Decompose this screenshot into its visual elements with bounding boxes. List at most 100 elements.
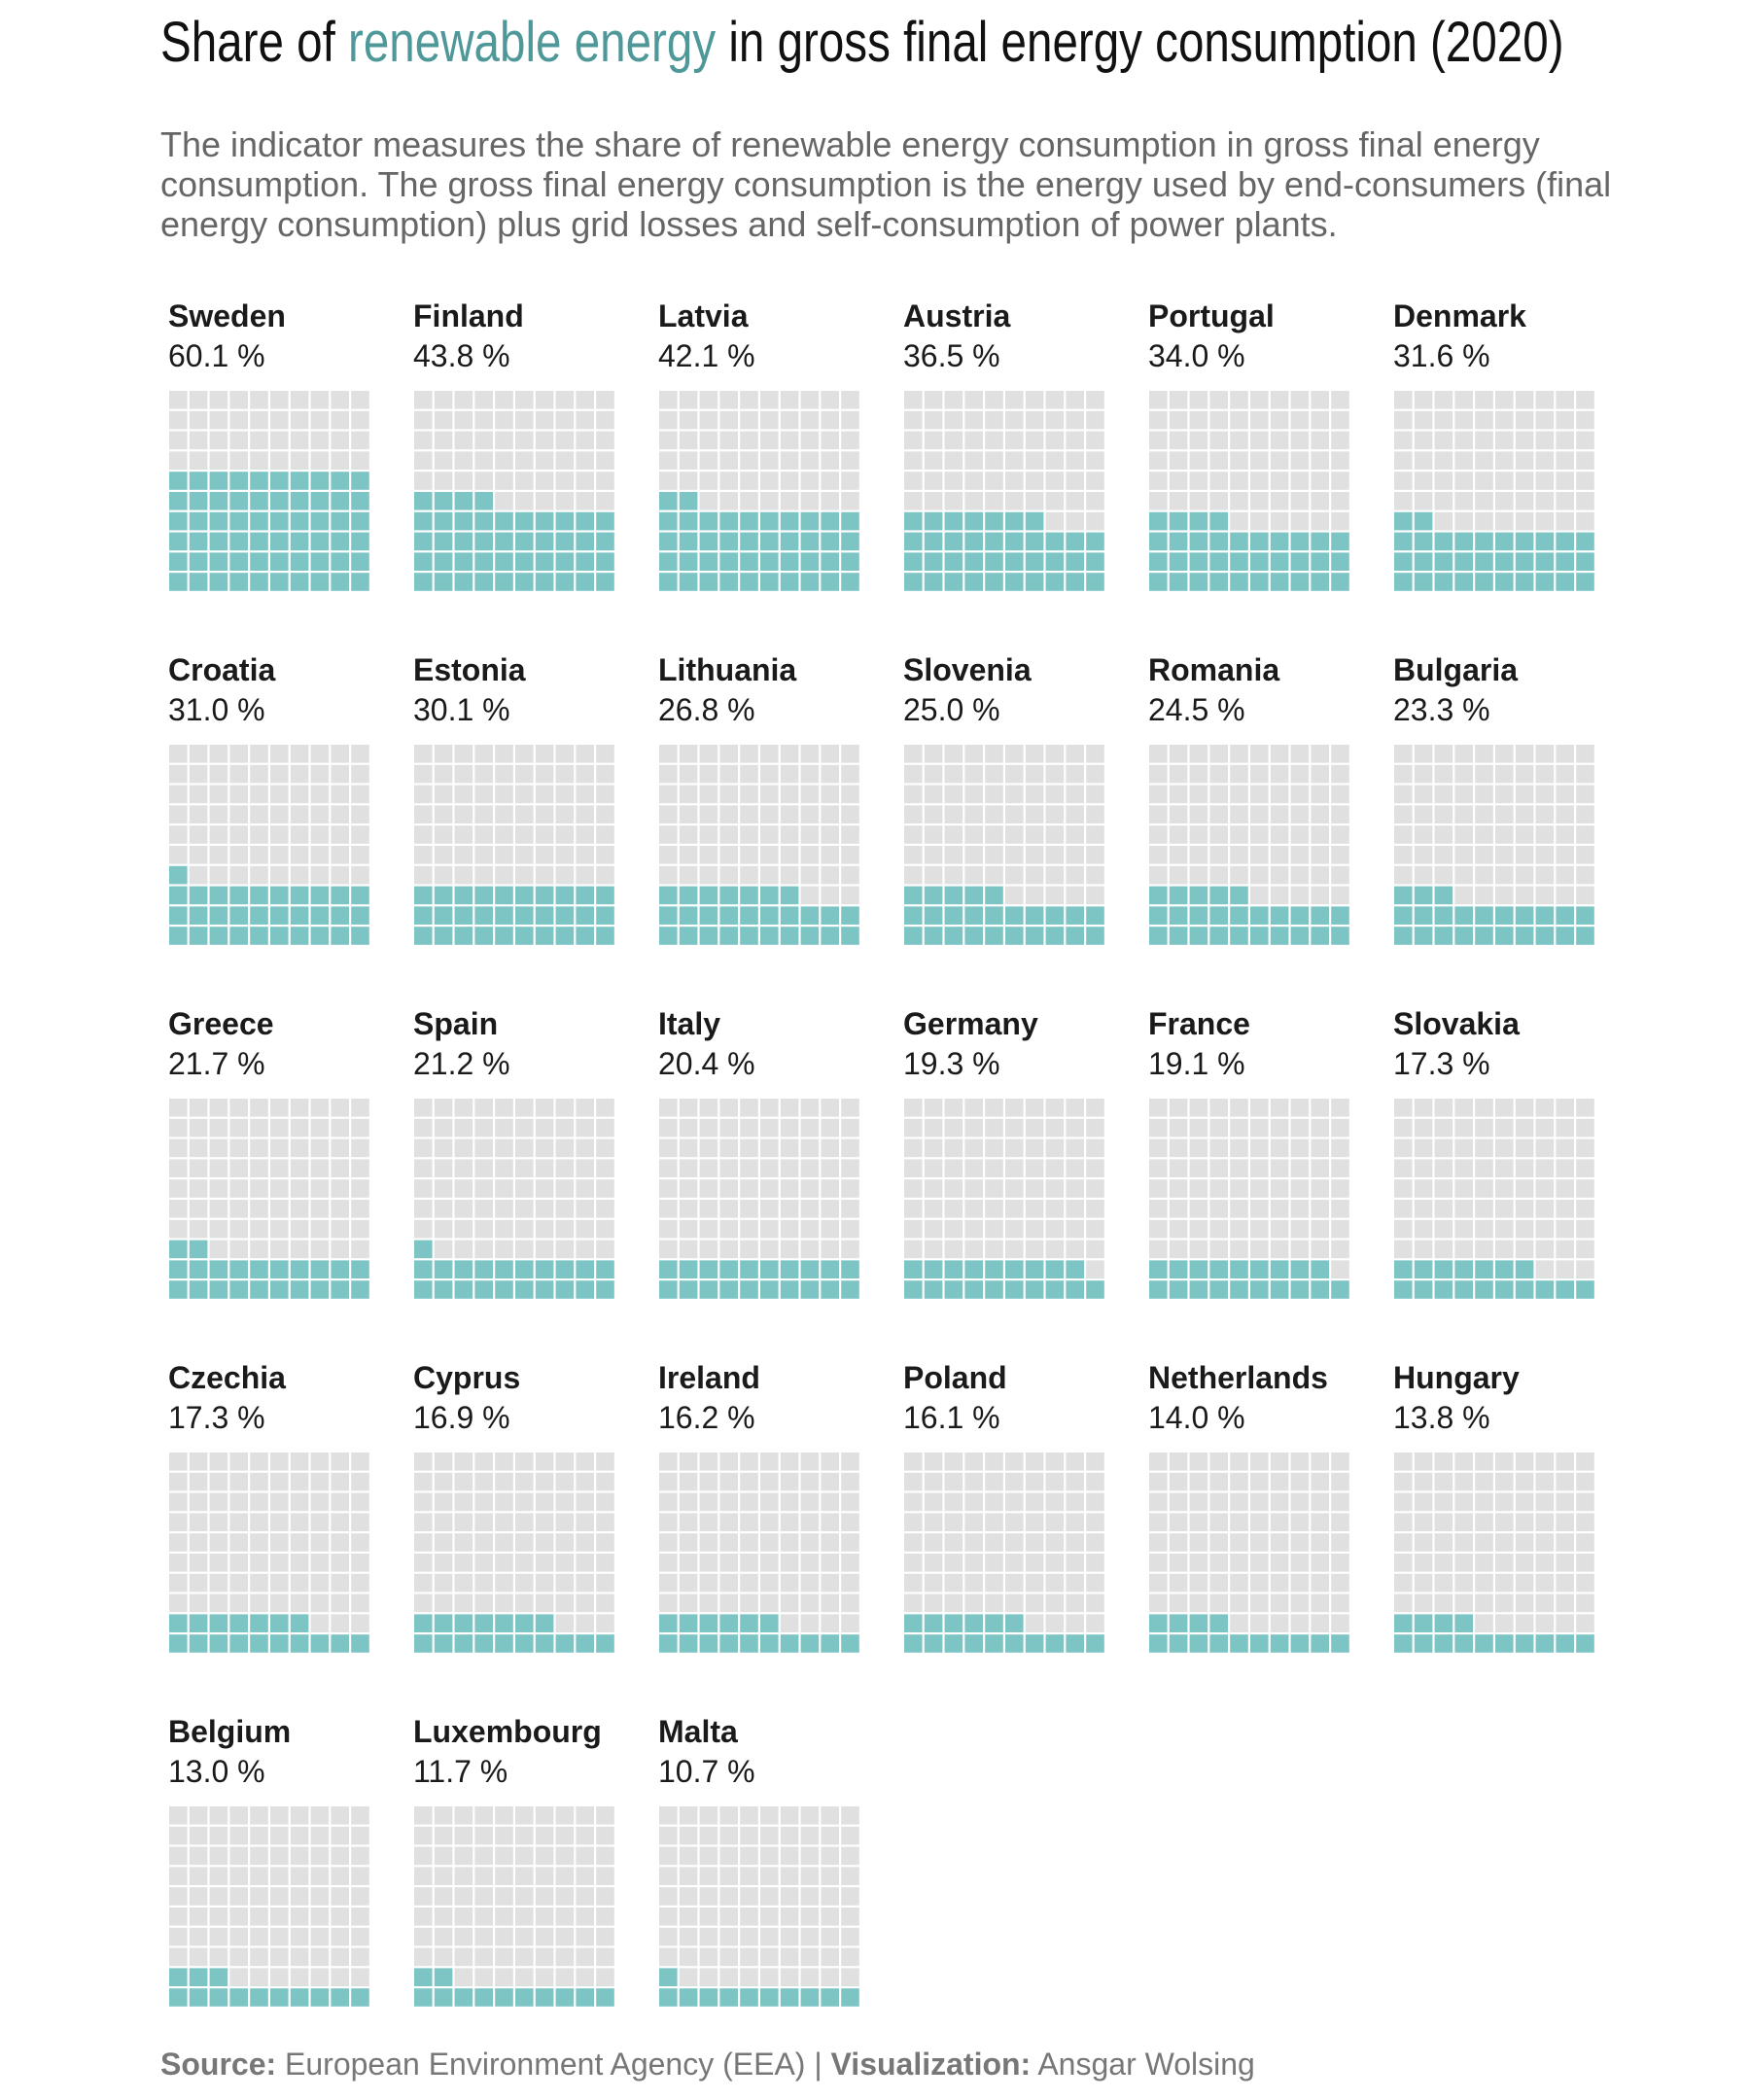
waffle-cell-filled [1025, 1280, 1044, 1299]
waffle-cell-empty [414, 1806, 433, 1825]
waffle-cell-empty [1576, 1593, 1594, 1613]
waffle-cell-empty [821, 1867, 839, 1885]
waffle-cell-empty [904, 431, 923, 450]
country-value: 19.3 % [903, 1046, 1000, 1081]
waffle-cell-empty [1556, 886, 1574, 905]
waffle-cell-empty [169, 1846, 188, 1866]
waffle-cell-empty [290, 1806, 309, 1825]
waffle-cell-empty [924, 1492, 943, 1512]
waffle-cell-empty [1475, 1138, 1493, 1158]
waffle-cell-filled [740, 552, 758, 571]
waffle-cell-empty [515, 1533, 534, 1552]
waffle-cell-empty [1086, 1159, 1104, 1177]
waffle-cell-filled [1025, 573, 1044, 591]
waffle-cell-filled [719, 906, 738, 925]
waffle-cell-empty [821, 1533, 839, 1552]
waffle-cell-empty [1434, 1472, 1453, 1491]
waffle-cell-empty [495, 492, 513, 510]
waffle-cell-filled [1270, 906, 1289, 925]
waffle-cell-filled [1066, 906, 1084, 925]
waffle-cell-empty [1394, 1200, 1413, 1218]
waffle-cell-empty [454, 1513, 473, 1531]
waffle-cell-filled [515, 886, 534, 905]
waffle-cell-empty [1209, 1118, 1228, 1138]
waffle-cell-empty [1434, 805, 1453, 823]
waffle-cell-filled [821, 552, 839, 571]
waffle-cell-empty [1025, 1200, 1044, 1218]
waffle-cell-empty [1189, 1219, 1208, 1239]
waffle-cell-empty [454, 1138, 473, 1158]
waffle-cell-filled [1556, 1280, 1574, 1299]
waffle-cell-empty [1475, 1533, 1493, 1552]
waffle-cell-filled [699, 1988, 718, 2007]
waffle-cell-empty [1515, 1513, 1534, 1531]
waffle-cell-filled [169, 1988, 188, 2007]
chart-subtitle: The indicator measures the share of rene… [160, 124, 1612, 244]
waffle-cell-empty [1086, 1554, 1104, 1572]
waffle-cell-empty [944, 846, 963, 864]
waffle-cell-empty [780, 1179, 799, 1198]
waffle-cell-empty [760, 1908, 779, 1926]
waffle-cell-empty [1576, 451, 1594, 470]
waffle-cell-filled [1576, 927, 1594, 945]
waffle-cell-filled [229, 1260, 248, 1278]
waffle-cell-empty [659, 1118, 678, 1138]
waffle-cell-empty [1576, 785, 1594, 804]
waffle-cell-empty [1454, 391, 1473, 409]
waffle-cell-empty [1270, 391, 1289, 409]
waffle-cell-filled [1394, 1614, 1413, 1632]
waffle-cell-filled [535, 927, 554, 945]
waffle-cell-empty [1149, 391, 1168, 409]
waffle-cell-filled [659, 886, 678, 905]
waffle-cell-empty [270, 1554, 289, 1572]
waffle-cell-empty [719, 492, 738, 510]
waffle-cell-empty [1169, 1513, 1188, 1531]
waffle-cell-empty [209, 1927, 228, 1946]
waffle-cell-empty [1086, 1573, 1104, 1592]
waffle-cell-empty [434, 1554, 453, 1572]
waffle-cell-empty [270, 1219, 289, 1239]
waffle-cell-empty [495, 805, 513, 823]
waffle-cell-filled [1311, 552, 1329, 571]
waffle-cell-empty [1414, 1240, 1433, 1259]
waffle-cell-empty [1495, 745, 1514, 763]
waffle-cell-empty [760, 1200, 779, 1218]
waffle-cell-filled [576, 552, 594, 571]
waffle-cell-empty [596, 1533, 614, 1552]
waffle-cell-filled [924, 1614, 943, 1632]
waffle-cell-empty [699, 1533, 718, 1552]
waffle-cell-empty [1230, 1593, 1248, 1613]
waffle-cell-empty [1515, 1200, 1534, 1218]
waffle-cell-empty [1066, 1614, 1084, 1632]
waffle-cell-filled [1066, 927, 1084, 945]
waffle-cell-empty [719, 846, 738, 864]
waffle-cell-empty [1535, 492, 1555, 510]
waffle-cell-empty [1331, 1533, 1349, 1552]
waffle-cell-empty [1414, 1452, 1433, 1471]
waffle-cell-filled [555, 1260, 575, 1278]
waffle-cell-empty [596, 1472, 614, 1491]
waffle-cell-filled [270, 552, 289, 571]
waffle-cell-empty [740, 785, 758, 804]
waffle-cell-empty [495, 451, 513, 470]
waffle-cell-filled [800, 927, 820, 945]
waffle-cell-empty [841, 1118, 859, 1138]
waffle-cell-empty [1495, 1099, 1514, 1117]
waffle-cell-empty [1045, 1452, 1065, 1471]
waffle-cell-filled [780, 532, 799, 551]
waffle-cell-empty [904, 1573, 923, 1592]
waffle-cell-empty [1495, 472, 1514, 490]
waffle-cell-empty [1066, 1452, 1084, 1471]
waffle-cell-empty [659, 1887, 678, 1906]
waffle-cell-empty [800, 410, 820, 430]
waffle-cell-empty [904, 785, 923, 804]
waffle-cell-empty [596, 1219, 614, 1239]
waffle-cell-filled [209, 1614, 228, 1632]
waffle-cell-empty [1434, 1200, 1453, 1218]
waffle-cell-empty [1414, 391, 1433, 409]
waffle-cell-empty [414, 1554, 433, 1572]
waffle-cell-filled [1209, 927, 1228, 945]
waffle-cell-empty [1454, 1219, 1473, 1239]
